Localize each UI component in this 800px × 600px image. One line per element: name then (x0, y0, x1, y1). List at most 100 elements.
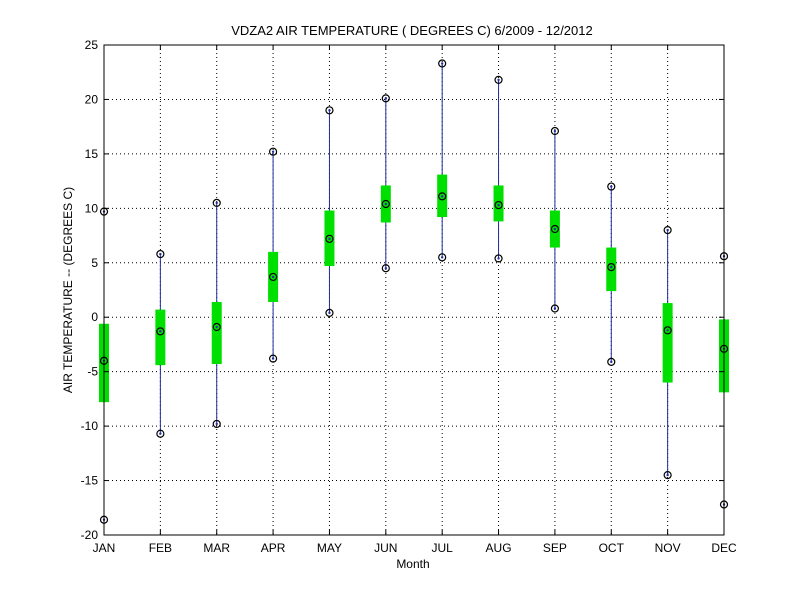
max-marker (381, 94, 390, 103)
x-axis-ticks: JAN FEB MAR APR MAY JUN JUL AUG SEP OCT NOV DEC (93, 45, 737, 555)
max-marker (212, 198, 221, 207)
min-marker (494, 254, 503, 263)
y-tick-label: 20 (85, 92, 99, 106)
x-tick-label: APR (261, 541, 286, 555)
min-marker-dot (384, 267, 388, 270)
median-marker (550, 224, 560, 234)
box-series (99, 59, 729, 524)
max-marker-dot (610, 185, 613, 188)
x-tick-label: AUG (486, 541, 512, 555)
max-marker (325, 106, 334, 115)
box-sep (549, 126, 560, 313)
median-marker (381, 199, 390, 209)
x-tick-label: JUN (374, 541, 397, 555)
x-tick-label: NOV (655, 541, 681, 555)
min-marker (156, 429, 165, 438)
iqr-box (211, 301, 222, 365)
min-marker (438, 253, 447, 262)
max-marker-dot (666, 228, 669, 232)
min-marker (381, 264, 390, 273)
iqr-box (493, 185, 504, 222)
y-tick-label: 0 (91, 310, 98, 324)
min-marker-dot (328, 311, 331, 315)
x-tick-label: JAN (93, 541, 116, 555)
y-tick-label: -5 (87, 365, 98, 379)
median-marker (438, 192, 447, 201)
box-jul (437, 59, 448, 262)
median-marker (212, 322, 221, 332)
min-marker-dot (497, 257, 500, 260)
max-marker (663, 226, 672, 235)
median-marker-dot (271, 275, 275, 279)
median-marker (663, 326, 672, 335)
max-marker (268, 147, 278, 156)
box-feb (155, 249, 166, 438)
median-marker (156, 327, 165, 336)
min-marker-dot (610, 360, 613, 364)
max-marker-dot (328, 109, 331, 112)
x-tick-label: JUL (432, 541, 454, 555)
max-marker-dot (440, 62, 444, 65)
box-nov (662, 226, 673, 480)
max-marker-dot (215, 201, 218, 205)
box-aug (493, 75, 504, 263)
y-tick-label: -10 (81, 419, 99, 433)
min-marker (212, 419, 221, 429)
median-marker-dot (610, 265, 613, 269)
min-marker-dot (159, 432, 162, 435)
plot-frame (103, 44, 725, 536)
max-marker (550, 126, 560, 136)
iqr-box (155, 309, 166, 366)
box-mar (211, 198, 222, 429)
max-marker-dot (553, 129, 557, 133)
max-marker (438, 59, 447, 68)
max-marker (494, 75, 503, 84)
max-marker-dot (384, 97, 388, 100)
box-oct (606, 182, 617, 366)
min-marker-dot (271, 357, 275, 360)
x-tick-label: SEP (543, 541, 567, 555)
x-tick-label: FEB (149, 541, 172, 555)
median-marker-dot (215, 325, 218, 329)
max-marker-dot (497, 78, 500, 82)
box-apr (268, 147, 279, 363)
x-tick-label: DEC (711, 541, 737, 555)
y-axis-ticks: -20 -15 -10 -5 0 5 10 15 20 25 (81, 38, 724, 542)
max-marker-dot (271, 150, 275, 153)
y-tick-label: 5 (91, 256, 98, 270)
max-marker-dot (159, 252, 162, 256)
x-tick-label: OCT (599, 541, 625, 555)
min-marker (607, 357, 616, 366)
y-tick-label: -15 (81, 474, 99, 488)
y-tick-label: -20 (81, 528, 99, 542)
median-marker (494, 200, 503, 210)
box-jun (380, 94, 391, 273)
box-may (324, 106, 335, 317)
grid (104, 45, 724, 535)
min-marker-dot (215, 422, 218, 426)
iqr-box (606, 247, 617, 292)
median-marker-dot (666, 329, 669, 332)
median-marker-dot (159, 330, 162, 333)
x-axis-label: Month (396, 557, 429, 571)
iqr-box (662, 303, 673, 383)
median-marker (607, 263, 616, 272)
min-marker (325, 308, 334, 317)
y-tick-label: 25 (85, 38, 99, 52)
min-marker-dot (440, 256, 444, 259)
chart-title: VDZA2 AIR TEMPERATURE ( DEGREES C) 6/200… (231, 23, 592, 38)
median-marker-dot (384, 202, 388, 206)
x-tick-label: MAY (317, 541, 342, 555)
y-tick-label: 15 (85, 147, 99, 161)
min-marker (663, 471, 672, 480)
median-marker-dot (553, 227, 557, 231)
y-tick-label: 10 (85, 201, 99, 215)
max-marker (607, 182, 616, 191)
max-marker (156, 249, 165, 259)
median-marker-dot (328, 237, 331, 241)
min-marker-dot (553, 307, 557, 310)
x-tick-label: MAR (203, 541, 230, 555)
y-axis-label: AIR TEMPERATURE -- (DEGREES C) (61, 187, 75, 393)
min-marker-dot (666, 473, 669, 477)
min-marker (550, 304, 560, 313)
